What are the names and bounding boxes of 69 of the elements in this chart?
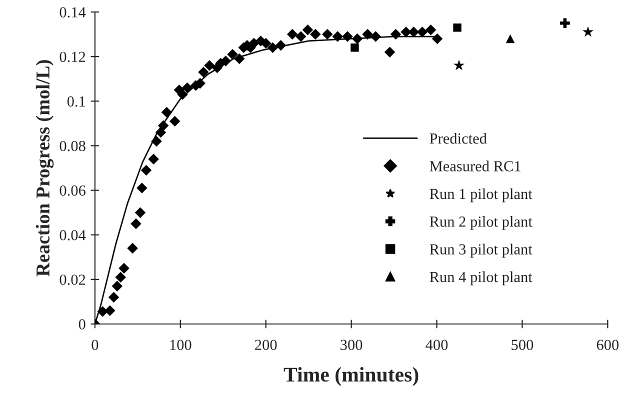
point [453, 23, 462, 32]
point [416, 26, 428, 38]
point [267, 42, 278, 54]
y-tick-label: 0.06 [60, 185, 86, 196]
x-tick-label: 200 [255, 340, 277, 350]
y-tick-label: 0 [78, 319, 86, 330]
legend-label: Run 4 pilot plant [430, 271, 532, 286]
point [97, 306, 108, 317]
legend-label: Run 1 pilot plant [430, 188, 532, 202]
point [332, 31, 344, 42]
point [140, 164, 152, 176]
x-tick-label: 0 [92, 340, 98, 350]
point [286, 28, 298, 40]
point [104, 305, 116, 316]
point [425, 24, 436, 36]
point [408, 26, 420, 38]
x-axis-title: Time (minutes) [284, 367, 418, 386]
point [362, 28, 373, 40]
x-tick-label: 400 [426, 340, 448, 350]
x-tick-label: 500 [512, 340, 534, 350]
point [148, 154, 159, 164]
point [275, 40, 286, 51]
y-tick-label: 0.12 [60, 52, 86, 62]
legend-label: Predicted [430, 132, 487, 144]
point [204, 60, 215, 71]
point [130, 218, 142, 230]
point [169, 116, 180, 127]
point [115, 272, 126, 283]
point [198, 66, 209, 78]
point [506, 34, 515, 44]
y-tick-label: 0.08 [60, 140, 86, 152]
point [161, 106, 172, 118]
point [370, 31, 382, 42]
point [302, 24, 314, 36]
y-tick-label: 0.14 [60, 7, 86, 18]
point [108, 292, 120, 303]
legend-label: Run 2 pilot plant [430, 216, 532, 230]
point [582, 26, 594, 37]
x-tick-label: 600 [596, 340, 619, 350]
point [390, 28, 402, 40]
point [127, 242, 138, 254]
point [384, 46, 396, 58]
point [352, 33, 363, 44]
point [151, 136, 162, 147]
point [322, 28, 333, 40]
legend-label: Run 3 pilot plant [430, 244, 532, 258]
point [182, 82, 193, 94]
point [118, 262, 130, 274]
y-axis-title: Reaction Progress (mol/L) [36, 60, 54, 276]
point [310, 28, 321, 40]
point [112, 280, 123, 292]
point [453, 60, 465, 70]
point [560, 18, 570, 28]
point [158, 120, 169, 132]
y-tick-label: 0.02 [60, 274, 86, 285]
point [342, 31, 353, 42]
point [432, 33, 443, 44]
x-tick-label: 100 [170, 340, 192, 350]
point [134, 207, 146, 218]
legend-label: Measured RC1 [430, 160, 520, 172]
point [227, 48, 238, 60]
point [136, 182, 148, 194]
x-tick-label: 300 [340, 340, 362, 350]
y-tick-label: 0.04 [60, 230, 86, 240]
point [177, 89, 188, 100]
y-tick-label: 0.1 [67, 96, 86, 107]
point [234, 53, 245, 64]
point [350, 44, 359, 52]
point [296, 31, 306, 42]
